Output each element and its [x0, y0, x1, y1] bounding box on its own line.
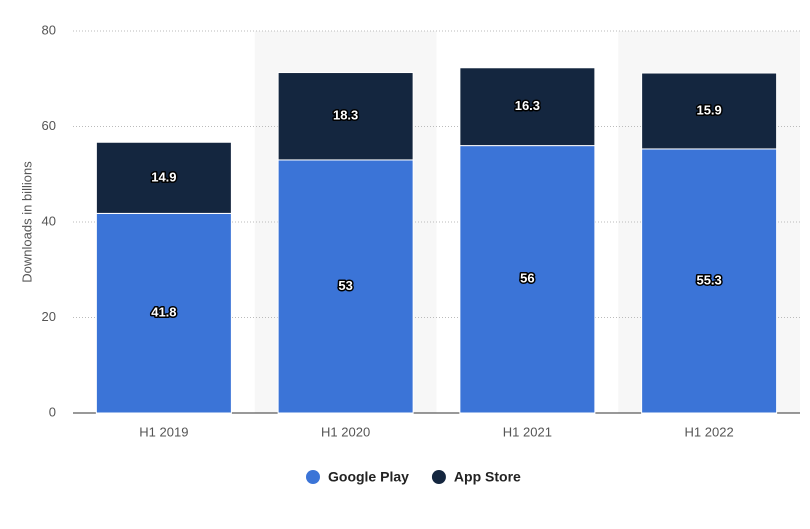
- legend-marker: [431, 470, 446, 484]
- bar-segment: [641, 72, 778, 150]
- bar-segment: [277, 159, 414, 414]
- y-tick-label: 80: [42, 22, 56, 37]
- x-tick-label: H1 2021: [503, 424, 552, 439]
- y-tick-label: 0: [49, 404, 56, 419]
- bar-segment: [459, 67, 596, 147]
- value-label: 18.3: [333, 108, 358, 123]
- value-label: 56: [520, 271, 534, 286]
- y-axis-label: Downloads in billions: [19, 161, 34, 283]
- x-tick-label: H1 2020: [321, 424, 370, 439]
- legend-label: App Store: [454, 469, 521, 485]
- legend-marker: [306, 470, 320, 484]
- value-label: 14.9: [151, 169, 176, 184]
- x-tick-label: H1 2019: [139, 424, 188, 439]
- value-label: 41.8: [151, 305, 176, 320]
- bar-segment: [641, 148, 778, 414]
- x-tick-label: H1 2022: [685, 424, 734, 439]
- y-tick-label: 20: [42, 309, 56, 324]
- bar-segment: [277, 72, 414, 161]
- value-label: 16.3: [515, 98, 540, 113]
- y-tick-label: 60: [42, 118, 56, 133]
- bar-segment: [459, 145, 596, 414]
- value-label: 55.3: [696, 272, 721, 287]
- value-label: 15.9: [696, 102, 721, 117]
- bar-segment: [95, 141, 232, 214]
- legend-label: Google Play: [328, 469, 409, 485]
- value-label: 53: [338, 278, 352, 293]
- y-tick-label: 40: [42, 213, 56, 228]
